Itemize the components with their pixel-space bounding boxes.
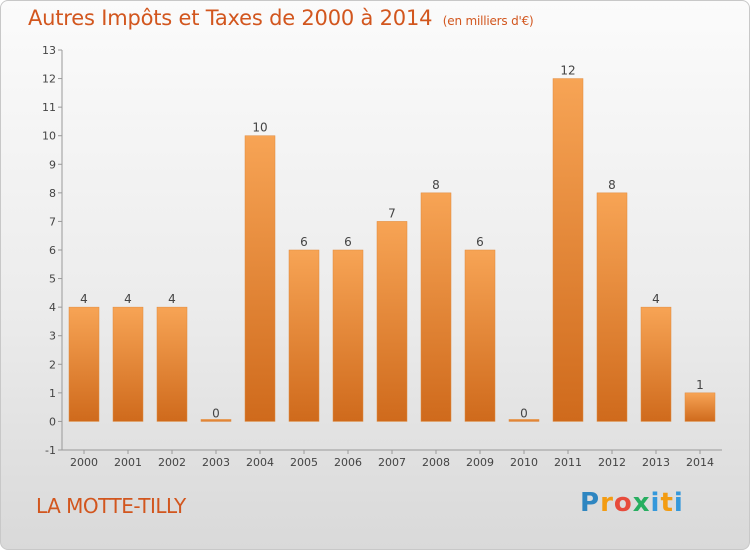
bar xyxy=(420,192,452,422)
y-tick-label: 2 xyxy=(49,358,56,371)
y-tick-label: 7 xyxy=(49,215,56,228)
bar xyxy=(596,192,628,422)
x-tick-label: 2010 xyxy=(510,456,538,469)
x-tick-label: 2002 xyxy=(158,456,186,469)
x-tick-label: 2000 xyxy=(70,456,98,469)
y-tick-label: 13 xyxy=(42,44,56,57)
x-tick-label: 2014 xyxy=(686,456,714,469)
y-tick-label: 12 xyxy=(42,73,56,86)
bar-value-label: 4 xyxy=(80,292,88,306)
x-tick-label: 2007 xyxy=(378,456,406,469)
y-tick-label: -1 xyxy=(45,444,56,457)
bar xyxy=(68,306,100,422)
bar xyxy=(684,392,716,422)
bar-value-label: 4 xyxy=(168,292,176,306)
x-tick-label: 2013 xyxy=(642,456,670,469)
x-tick-label: 2008 xyxy=(422,456,450,469)
x-tick-label: 2009 xyxy=(466,456,494,469)
chart-unit: (en milliers d'€) xyxy=(442,14,534,28)
bar-value-label: 6 xyxy=(300,235,308,249)
y-tick-label: 8 xyxy=(49,187,56,200)
x-tick-label: 2003 xyxy=(202,456,230,469)
y-tick-label: 11 xyxy=(42,101,56,114)
bar xyxy=(288,249,320,422)
bar-value-label: 0 xyxy=(520,406,528,420)
bar xyxy=(464,249,496,422)
x-tick-label: 2005 xyxy=(290,456,318,469)
y-tick-label: 6 xyxy=(49,244,56,257)
commune-name: LA MOTTE-TILLY xyxy=(36,494,186,518)
bar-value-label: 8 xyxy=(608,178,616,192)
y-tick-label: 5 xyxy=(49,273,56,286)
y-tick-label: 10 xyxy=(42,130,56,143)
bar xyxy=(376,221,408,422)
bar xyxy=(112,306,144,422)
proxiti-logo: Proxiti xyxy=(580,488,684,518)
y-tick-label: 3 xyxy=(49,330,56,343)
x-tick-label: 2006 xyxy=(334,456,362,469)
bar xyxy=(508,419,540,422)
x-tick-label: 2012 xyxy=(598,456,626,469)
x-tick-label: 2001 xyxy=(114,456,142,469)
bar-value-label: 4 xyxy=(652,292,660,306)
bar-value-label: 12 xyxy=(560,64,575,78)
bar xyxy=(552,78,584,422)
bar-value-label: 10 xyxy=(252,121,267,135)
bar-value-label: 7 xyxy=(388,206,396,220)
bar-value-label: 6 xyxy=(476,235,484,249)
x-tick-label: 2011 xyxy=(554,456,582,469)
bar xyxy=(332,249,364,422)
bar-value-label: 4 xyxy=(124,292,132,306)
bar xyxy=(244,135,276,422)
bar-value-label: 1 xyxy=(696,378,704,392)
bar-value-label: 0 xyxy=(212,406,220,420)
bar xyxy=(200,419,232,422)
bar xyxy=(640,306,672,422)
y-tick-label: 9 xyxy=(49,158,56,171)
y-tick-label: 1 xyxy=(49,387,56,400)
bar xyxy=(156,306,188,422)
x-tick-label: 2004 xyxy=(246,456,274,469)
bar-value-label: 6 xyxy=(344,235,352,249)
y-tick-label: 4 xyxy=(49,301,56,314)
chart-title: Autres Impôts et Taxes de 2000 à 2014 (e… xyxy=(28,6,534,30)
y-tick-label: 0 xyxy=(49,415,56,428)
bar-value-label: 8 xyxy=(432,178,440,192)
chart-title-text: Autres Impôts et Taxes de 2000 à 2014 xyxy=(28,6,433,30)
